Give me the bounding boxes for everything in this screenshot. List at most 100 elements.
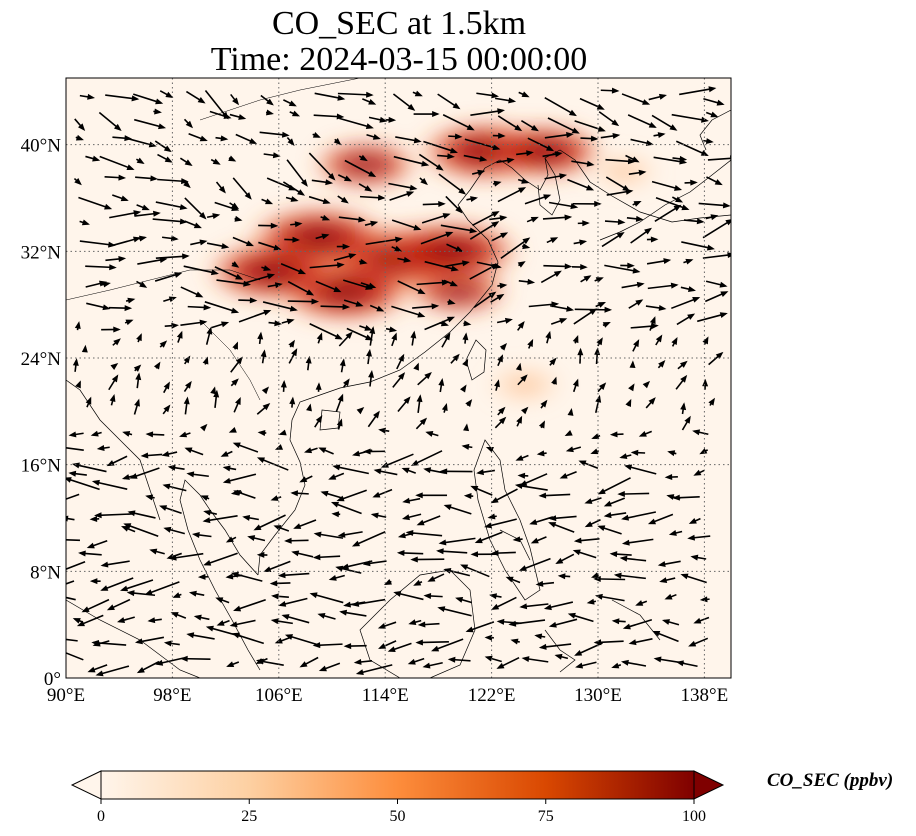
wind-arrow-head xyxy=(113,326,121,333)
wind-arrow-head xyxy=(479,155,488,162)
wind-arrow-head xyxy=(290,196,299,202)
wind-arrow-head xyxy=(222,465,231,472)
wind-arrow-head xyxy=(484,634,493,641)
wind-arrow-head xyxy=(484,655,493,662)
wind-arrow-head xyxy=(199,319,208,326)
wind-arrow-head xyxy=(494,379,500,388)
wind-arrow-head xyxy=(401,514,410,521)
wind-arrow-head xyxy=(351,540,361,547)
wind-arrow-head xyxy=(261,386,269,395)
wind-arrow-head xyxy=(274,444,284,450)
wind-arrow-shaft xyxy=(353,530,386,547)
wind-arrow-head xyxy=(688,640,697,647)
wind-arrow-head xyxy=(658,304,667,311)
wind-arrow-head xyxy=(136,333,142,342)
wind-arrow-head xyxy=(222,477,231,484)
wind-arrow-head xyxy=(309,592,318,599)
wind-arrow-head xyxy=(574,649,583,656)
wind-arrow-head xyxy=(681,204,690,211)
wind-arrow-head xyxy=(256,457,265,464)
wind-arrow-head xyxy=(263,265,272,271)
wind-arrow-head xyxy=(439,468,448,475)
wind-arrow-shaft xyxy=(204,301,238,313)
wind-arrow-head xyxy=(110,362,119,370)
wind-arrow-head xyxy=(58,537,66,543)
longitude-tick-label: 114°E xyxy=(362,685,409,706)
wind-arrow-head xyxy=(372,133,381,140)
wind-arrow-shaft xyxy=(547,117,579,134)
wind-arrow-head xyxy=(484,522,493,529)
wind-arrow-head xyxy=(126,164,135,170)
colorbar-tick-label: 75 xyxy=(538,808,554,825)
wind-arrow-head xyxy=(318,665,327,672)
wind-arrow-head xyxy=(609,551,618,558)
wind-arrow-shaft xyxy=(66,652,84,661)
wind-arrow-head xyxy=(545,330,552,339)
longitude-tick-label: 90°E xyxy=(47,685,85,706)
wind-arrow-head xyxy=(271,593,279,600)
colorbar-tick-label: 25 xyxy=(241,808,257,825)
wind-arrow-head xyxy=(490,263,499,270)
wind-arrow-head xyxy=(270,618,279,625)
wind-arrow-head xyxy=(555,557,564,565)
wind-arrow-head xyxy=(398,353,405,362)
wind-arrow-head xyxy=(447,299,456,305)
wind-arrow-head xyxy=(171,322,179,329)
wind-arrow-head xyxy=(257,429,266,436)
wind-arrow-head xyxy=(657,561,666,568)
wind-arrow-head xyxy=(336,113,345,120)
wind-arrow-head xyxy=(395,236,403,243)
wind-arrow-head xyxy=(672,494,680,501)
wind-arrow-head xyxy=(491,211,500,218)
wind-arrow-head xyxy=(446,316,456,323)
wind-arrow-shaft xyxy=(124,523,159,538)
wind-arrow-head xyxy=(424,371,432,380)
wind-arrow-head xyxy=(521,91,530,98)
wind-arrow-shaft xyxy=(79,240,114,247)
wind-arrow-head xyxy=(440,320,449,327)
wind-arrow-head xyxy=(161,451,170,457)
latitude-tick-label: 24°N xyxy=(21,349,62,370)
wind-arrow-head xyxy=(274,320,283,327)
wind-arrow-head xyxy=(122,431,131,437)
wind-arrow-head xyxy=(727,252,731,259)
wind-arrow-head xyxy=(225,536,234,543)
wind-arrow-head xyxy=(135,372,142,381)
wind-arrow-head xyxy=(684,415,691,424)
latitude-tick-label: 0° xyxy=(44,669,61,690)
wind-arrow-head xyxy=(416,519,425,526)
wind-arrow-head xyxy=(312,132,321,138)
wind-arrow-head xyxy=(590,135,599,142)
longitude-tick-label: 138°E xyxy=(681,685,729,706)
wind-arrow-head xyxy=(182,253,190,260)
wind-arrow-head xyxy=(216,620,225,626)
wind-arrow-head xyxy=(306,289,315,296)
wind-arrow-head xyxy=(212,158,221,165)
wind-arrow-head xyxy=(438,539,447,546)
wind-arrow-head xyxy=(154,108,162,115)
wind-arrow-head xyxy=(674,185,683,191)
wind-arrow-head xyxy=(413,224,422,231)
wind-arrow-head xyxy=(687,313,696,320)
wind-arrow-head xyxy=(630,449,639,456)
wind-arrow-head xyxy=(441,402,448,411)
wind-arrow-head xyxy=(100,585,109,591)
wind-arrow-head xyxy=(265,198,274,205)
wind-arrow-head xyxy=(491,603,500,610)
wind-arrow-head xyxy=(353,658,362,665)
wind-arrow-head xyxy=(391,332,397,341)
wind-arrow-head xyxy=(463,423,470,432)
wind-arrow-head xyxy=(505,576,514,583)
wind-arrow-head xyxy=(565,446,574,453)
wind-arrow-head xyxy=(397,532,406,539)
wind-arrow-head xyxy=(330,501,340,508)
wind-arrow-head xyxy=(340,196,349,204)
wind-arrow-head xyxy=(81,219,90,226)
wind-arrow-head xyxy=(337,531,346,538)
wind-arrow-head xyxy=(378,427,387,434)
wind-arrow-head xyxy=(629,360,636,368)
wind-arrow-head xyxy=(213,389,220,398)
wind-arrow-head xyxy=(415,639,423,646)
wind-arrow-head xyxy=(87,666,96,673)
wind-arrow-head xyxy=(499,215,508,222)
